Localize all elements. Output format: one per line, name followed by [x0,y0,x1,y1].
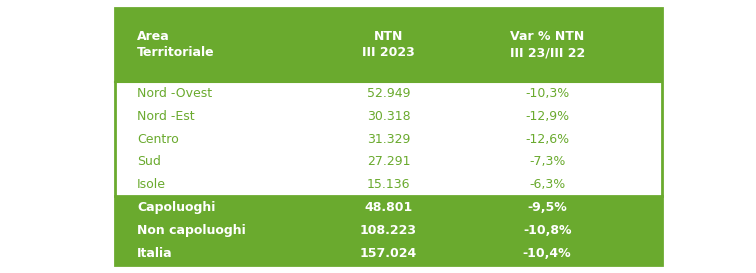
FancyBboxPatch shape [115,8,662,82]
Text: 52.949: 52.949 [367,87,411,100]
Text: 15.136: 15.136 [367,178,411,191]
FancyBboxPatch shape [115,128,662,150]
Text: Capoluoghi: Capoluoghi [137,201,215,214]
Text: Isole: Isole [137,178,166,191]
Text: -7,3%: -7,3% [529,156,565,168]
Text: -6,3%: -6,3% [529,178,565,191]
Text: NTN
III 2023: NTN III 2023 [362,30,415,60]
Text: 157.024: 157.024 [360,247,417,260]
Text: Nord -Est: Nord -Est [137,110,194,123]
Text: Area
Territoriale: Area Territoriale [137,30,215,60]
Text: 31.329: 31.329 [367,133,411,146]
Text: Centro: Centro [137,133,178,146]
Text: -9,5%: -9,5% [527,201,567,214]
FancyBboxPatch shape [115,242,662,265]
Text: Italia: Italia [137,247,172,260]
Text: -10,4%: -10,4% [523,247,572,260]
Text: Non capoluoghi: Non capoluoghi [137,224,246,237]
FancyBboxPatch shape [115,82,662,105]
FancyBboxPatch shape [115,219,662,242]
Text: -12,6%: -12,6% [525,133,569,146]
Text: -12,9%: -12,9% [525,110,569,123]
FancyBboxPatch shape [115,150,662,173]
Text: 27.291: 27.291 [367,156,411,168]
Text: Var % NTN
III 23/III 22: Var % NTN III 23/III 22 [510,30,584,60]
Text: -10,3%: -10,3% [525,87,569,100]
Text: Sud: Sud [137,156,161,168]
FancyBboxPatch shape [115,105,662,128]
Text: -10,8%: -10,8% [523,224,572,237]
Text: 108.223: 108.223 [360,224,417,237]
Text: 30.318: 30.318 [367,110,411,123]
Text: 48.801: 48.801 [364,201,413,214]
Text: Nord -Ovest: Nord -Ovest [137,87,212,100]
FancyBboxPatch shape [115,196,662,219]
FancyBboxPatch shape [115,173,662,196]
